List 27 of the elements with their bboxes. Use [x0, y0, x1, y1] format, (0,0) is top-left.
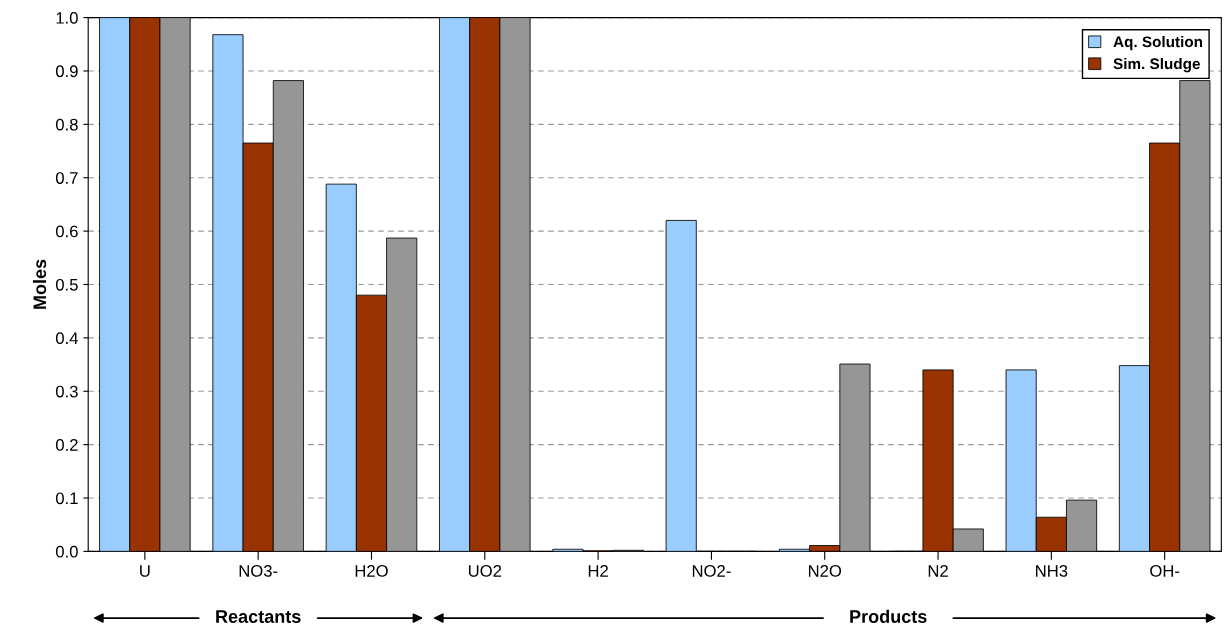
- x-tick-label: OH-: [1150, 565, 1180, 577]
- x-tick-label: H2O: [355, 565, 388, 577]
- y-tick-label: 0.4: [55, 332, 78, 345]
- y-tick-label: 0.8: [55, 118, 78, 131]
- y-axis-title: Moles: [32, 259, 47, 309]
- x-tick-label: N2: [928, 565, 948, 577]
- legend-label: Sim. Sludge: [1113, 57, 1200, 73]
- x-tick-label: NO3-: [239, 565, 278, 577]
- text: Products: [850, 609, 927, 623]
- text: Reactants: [216, 610, 301, 623]
- y-tick-label: 0.7: [55, 172, 78, 184]
- x-tick-label: UO2: [468, 565, 502, 577]
- legend-label: Aq. Solution: [1113, 36, 1203, 51]
- x-tick-label: H2: [588, 565, 608, 577]
- y-tick-label: 0.3: [55, 385, 78, 398]
- y-tick-label: 1.0: [56, 11, 78, 24]
- y-tick-label: 0.2: [55, 439, 78, 451]
- y-tick-label: 0.6: [55, 225, 78, 238]
- bar: [665, 220, 697, 552]
- x-tick-label: N2O: [808, 565, 842, 577]
- y-tick-label: 0.0: [55, 545, 78, 558]
- y-tick-label: 0.5: [55, 278, 78, 291]
- y-tick-label: 0.9: [55, 65, 78, 78]
- x-tick-label: U: [140, 565, 150, 577]
- y-tick-label: 0.1: [55, 492, 78, 505]
- x-tick-label: NO2-: [692, 565, 731, 577]
- x-tick-label: NH3: [1036, 565, 1068, 577]
